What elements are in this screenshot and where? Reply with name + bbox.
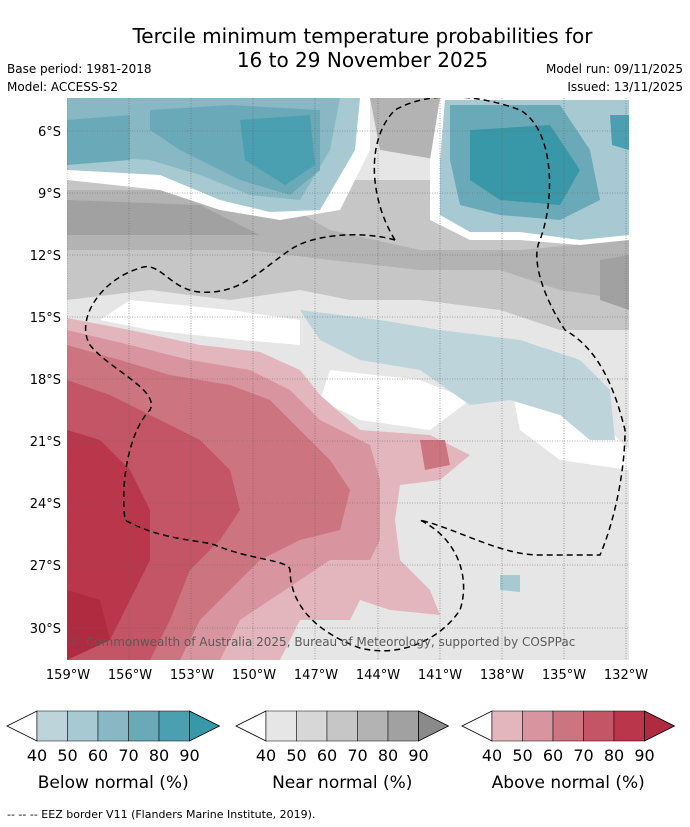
colorbar-tick-label: 40 xyxy=(256,746,276,765)
probability-map: 6°S 9°S 12°S 15°S 18°S 21°S 24°S 27°S 30… xyxy=(30,98,648,683)
colorbar-segment xyxy=(97,710,129,742)
colorbar-high-arrow xyxy=(189,710,221,742)
colorbar-tick-label: 60 xyxy=(88,746,108,765)
colorbar-segment xyxy=(552,710,584,742)
colorbar-segment xyxy=(158,710,190,742)
lat-label: 9°S xyxy=(38,187,61,202)
colorbar-tick-label: 40 xyxy=(27,746,47,765)
colorbar-near-normal: 40 50 60 70 80 90 Near normal (%) xyxy=(235,710,450,793)
colorbar-tick-label: 50 xyxy=(286,746,306,765)
colorbar-tick-label: 60 xyxy=(543,746,563,765)
lon-label: 132°W xyxy=(604,668,648,683)
colorbar-segment xyxy=(387,710,419,742)
colorbar-low-arrow xyxy=(235,710,267,742)
colorbar-tick-label: 40 xyxy=(482,746,502,765)
model-run: Model run: 09/11/2025 xyxy=(545,62,683,76)
lat-label: 27°S xyxy=(30,559,61,574)
white-gap-1 xyxy=(100,300,300,345)
below-normal-nw-80 xyxy=(240,115,315,185)
lat-label: 21°S xyxy=(30,435,61,450)
colorbar-tick-label: 50 xyxy=(512,746,532,765)
colorbar-tick-label: 80 xyxy=(604,746,624,765)
lon-label: 159°W xyxy=(46,668,90,683)
eez-border-east xyxy=(373,98,626,556)
lat-label: 24°S xyxy=(30,497,61,512)
colorbar-low-arrow xyxy=(6,710,38,742)
colorbar-segment xyxy=(357,710,389,742)
lon-label: 150°W xyxy=(232,668,276,683)
lon-label: 135°W xyxy=(542,668,586,683)
map-title: Tercile minimum temperature probabilitie… xyxy=(0,24,690,72)
colorbar-low-arrow xyxy=(461,710,493,742)
colorbar-segment xyxy=(583,710,615,742)
lat-label: 6°S xyxy=(38,125,61,140)
title-line-2: 16 to 29 November 2025 xyxy=(236,48,489,72)
below-normal-ne-corner xyxy=(610,115,629,150)
above-normal-80 xyxy=(67,430,150,650)
colorbar-segment xyxy=(128,710,160,742)
colorbar-segment xyxy=(522,710,554,742)
near-normal-80-patch xyxy=(67,200,260,235)
lat-label: 18°S xyxy=(30,373,61,388)
meta-right: Model run: 09/11/2025 Issued: 13/11/2025 xyxy=(546,60,683,96)
white-gap-2 xyxy=(320,370,470,430)
below-normal-central-40 xyxy=(300,310,615,440)
issued-date: Issued: 13/11/2025 xyxy=(567,80,683,94)
colorbar-title: Above normal (%) xyxy=(492,773,645,793)
lat-label: 12°S xyxy=(30,249,61,264)
lon-label: 153°W xyxy=(170,668,214,683)
colorbar-tick-label: 70 xyxy=(347,746,367,765)
below-normal-ne-90 xyxy=(470,125,580,205)
colorbar-segment xyxy=(265,710,297,742)
eez-borders xyxy=(84,98,626,652)
eez-border-central xyxy=(84,234,465,652)
colorbar-tick-label: 90 xyxy=(179,746,199,765)
below-normal-small-patch xyxy=(500,575,520,592)
graticule xyxy=(67,98,629,660)
model-name: Model: ACCESS-S2 xyxy=(7,80,119,94)
colorbar-high-arrow xyxy=(644,710,676,742)
colorbar-tick-label: 90 xyxy=(408,746,428,765)
above-normal-90 xyxy=(67,590,110,660)
colorbar-segment xyxy=(296,710,328,742)
lon-label: 138°W xyxy=(480,668,524,683)
lat-label: 15°S xyxy=(30,311,61,326)
colorbar-tick-label: 80 xyxy=(378,746,398,765)
colorbar-segment xyxy=(36,710,68,742)
base-period: Base period: 1981-2018 xyxy=(7,62,152,76)
longitude-labels: 159°W 156°W 153°W 150°W 147°W 144°W 141°… xyxy=(46,668,648,683)
lon-label: 156°W xyxy=(108,668,152,683)
colorbar-tick-label: 80 xyxy=(149,746,169,765)
colorbar-tick-label: 70 xyxy=(573,746,593,765)
colorbar-tick-label: 50 xyxy=(57,746,77,765)
map-field xyxy=(67,98,629,660)
below-normal-w-70 xyxy=(67,115,130,165)
lon-label: 147°W xyxy=(294,668,338,683)
title-line-1: Tercile minimum temperature probabilitie… xyxy=(132,24,593,48)
colorbar-above-normal: 40 50 60 70 80 90 Above normal (%) xyxy=(461,710,676,793)
colorbars: 40 50 60 70 80 90 Below normal (%) 40 50 60 70 80 9… xyxy=(6,710,676,793)
colorbar-segment xyxy=(67,710,99,742)
colorbar-tick-label: 60 xyxy=(317,746,337,765)
colorbar-segment xyxy=(491,710,523,742)
colorbar-high-arrow xyxy=(418,710,450,742)
above-normal-east-patch xyxy=(420,440,450,470)
colorbar-title: Below normal (%) xyxy=(38,773,189,793)
colorbar-tick-label: 70 xyxy=(118,746,138,765)
lat-label: 30°S xyxy=(30,622,61,637)
latitude-labels: 6°S 9°S 12°S 15°S 18°S 21°S 24°S 27°S 30… xyxy=(30,125,61,637)
near-normal-80-patch-east xyxy=(600,255,629,310)
colorbar-title: Near normal (%) xyxy=(272,773,412,793)
copyright-notice: © Commonwealth of Australia 2025, Bureau… xyxy=(70,635,575,649)
meta-left: Base period: 1981-2018 Model: ACCESS-S2 xyxy=(7,60,152,96)
colorbar-segment xyxy=(326,710,358,742)
colorbar-tick-label: 90 xyxy=(634,746,654,765)
colorbar-segment xyxy=(613,710,645,742)
lon-label: 144°W xyxy=(356,668,400,683)
colorbar-below-normal: 40 50 60 70 80 90 Below normal (%) xyxy=(6,710,221,793)
lon-label: 141°W xyxy=(418,668,462,683)
eez-legend-note: -- -- -- EEZ border V11 (Flanders Marine… xyxy=(7,808,316,821)
near-normal-north-patch xyxy=(370,98,440,160)
